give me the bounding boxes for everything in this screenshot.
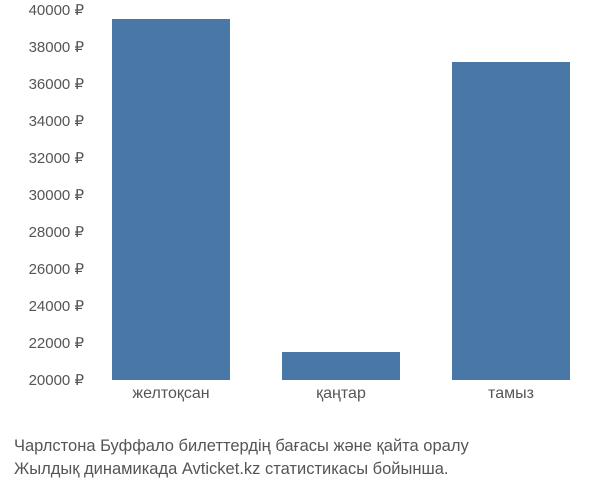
- bar: [282, 352, 400, 380]
- y-axis: 20000 ₽22000 ₽24000 ₽26000 ₽28000 ₽30000…: [0, 10, 90, 380]
- price-bar-chart: 20000 ₽ 22000 ₽ 24000 ₽ 26000 ₽ 28000 ₽ 30000…: [0, 10, 600, 430]
- x-tick-label: қаңтар: [316, 385, 366, 403]
- y-tick-label: 26000 ₽: [29, 260, 84, 278]
- caption-line-1: Чарлстона Буффало билеттердің бағасы жән…: [14, 435, 590, 457]
- caption-line-2: Жылдық динамикада Avticket.kz статистика…: [14, 458, 590, 480]
- y-tick-label: 38000 ₽: [29, 38, 84, 56]
- chart-caption: Чарлстона Буффало билеттердің бағасы жән…: [0, 435, 600, 480]
- plot-area: [90, 10, 580, 380]
- x-axis: желтоқсан қаңтар тамыз: [90, 385, 580, 415]
- y-tick-label: 22000 ₽: [29, 334, 84, 352]
- y-tick-label: 24000 ₽: [29, 297, 84, 315]
- y-tick-label: 20000 ₽: [29, 371, 84, 389]
- y-tick-label: 28000 ₽: [29, 223, 84, 241]
- y-tick-label: 36000 ₽: [29, 75, 84, 93]
- y-tick-label: 32000 ₽: [29, 149, 84, 167]
- bar: [452, 62, 570, 380]
- y-tick-label: 40000 ₽: [29, 1, 84, 19]
- y-tick-label: 34000 ₽: [29, 112, 84, 130]
- x-tick-label: желтоқсан: [132, 385, 209, 403]
- y-tick-label: 30000 ₽: [29, 186, 84, 204]
- bar: [112, 19, 230, 380]
- x-tick-label: тамыз: [488, 385, 534, 403]
